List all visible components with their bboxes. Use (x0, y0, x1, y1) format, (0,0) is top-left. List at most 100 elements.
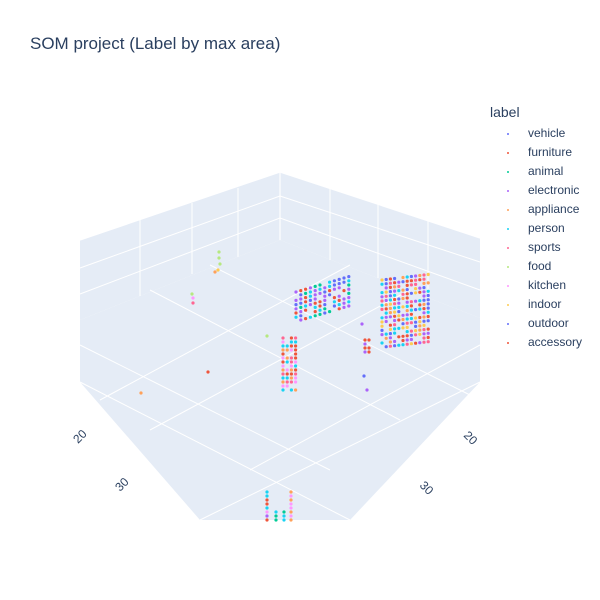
data-point (397, 326, 401, 330)
data-point (304, 317, 308, 321)
data-point (422, 307, 426, 311)
data-point (405, 313, 409, 317)
data-point (308, 298, 312, 302)
data-point (384, 294, 388, 298)
data-point (285, 348, 289, 352)
legend-marker (507, 304, 509, 306)
data-point (426, 293, 430, 298)
data-point (281, 368, 285, 372)
data-point (337, 303, 341, 307)
data-point (405, 321, 409, 325)
data-point (380, 295, 384, 299)
data-point (282, 514, 286, 518)
legend-item-indoor[interactable]: indoor (490, 297, 561, 316)
data-point (384, 311, 388, 315)
data-point (422, 286, 426, 290)
legend-item-food[interactable]: food (490, 259, 551, 278)
data-point (294, 340, 298, 344)
legend-item-animal[interactable]: animal (490, 164, 563, 183)
data-point (281, 364, 285, 368)
data-point (318, 304, 322, 308)
data-point (281, 356, 285, 360)
data-point (393, 281, 397, 285)
data-point (294, 352, 298, 356)
data-point (418, 307, 422, 311)
data-point (294, 290, 298, 294)
legend-item-vehicle[interactable]: vehicle (490, 126, 565, 145)
data-point (405, 300, 409, 304)
data-point (409, 316, 413, 321)
data-point (422, 340, 426, 344)
data-point (328, 284, 332, 288)
legend-item-sports[interactable]: sports (490, 240, 561, 259)
data-point (274, 518, 278, 522)
data-point (313, 284, 317, 288)
data-point (401, 288, 405, 292)
data-point (405, 342, 409, 346)
data-point (304, 308, 308, 312)
data-point (217, 250, 221, 254)
grid-line (99, 264, 351, 401)
data-point (304, 291, 308, 295)
legend-item-electronic[interactable]: electronic (490, 183, 579, 202)
data-point (328, 310, 332, 314)
data-point (289, 498, 293, 502)
data-point (313, 310, 317, 314)
legend-item-outdoor[interactable]: outdoor (490, 316, 569, 335)
data-point (342, 280, 346, 284)
data-point (414, 341, 418, 345)
data-point (285, 376, 289, 380)
data-point (289, 388, 293, 392)
data-point (332, 296, 336, 300)
data-point (405, 304, 409, 308)
data-point (384, 290, 388, 294)
data-point (299, 318, 303, 322)
legend-label: sports (528, 240, 561, 254)
data-point (380, 320, 384, 324)
legend-item-accessory[interactable]: accessory (490, 335, 582, 354)
legend-marker (507, 285, 509, 287)
data-point (418, 328, 422, 332)
data-point (405, 296, 409, 300)
data-point (304, 300, 308, 304)
legend-item-kitchen[interactable]: kitchen (490, 278, 566, 297)
legend-label: electronic (528, 183, 580, 197)
data-point (299, 305, 303, 309)
data-point (299, 314, 303, 318)
data-point (342, 289, 346, 293)
data-point (294, 388, 298, 392)
grid-line (279, 217, 481, 291)
data-point (289, 494, 293, 498)
data-point (289, 348, 293, 352)
data-point (347, 300, 351, 304)
data-point (418, 324, 422, 328)
legend-item-appliance[interactable]: appliance (490, 202, 579, 221)
data-point (418, 303, 422, 307)
data-point (414, 320, 418, 324)
data-point (409, 300, 413, 304)
data-point (380, 324, 384, 328)
data-point (405, 292, 409, 296)
data-point (426, 340, 430, 344)
data-point (285, 360, 289, 364)
data-point (384, 336, 388, 340)
data-point (332, 287, 336, 291)
legend-label: furniture (528, 145, 573, 159)
data-point (397, 305, 401, 309)
data-point (281, 360, 285, 364)
data-point (401, 326, 405, 330)
legend-item-furniture[interactable]: furniture (490, 145, 572, 164)
data-point (409, 283, 413, 287)
data-point (347, 291, 351, 295)
data-point (318, 308, 322, 312)
scene-3d[interactable]: 20 30 20 30 (70, 171, 481, 522)
data-point (318, 312, 322, 316)
data-point (393, 323, 397, 327)
data-point (426, 319, 430, 323)
legend-item-person[interactable]: person (490, 221, 565, 240)
data-point (299, 310, 303, 314)
data-point (380, 291, 384, 295)
data-point (405, 275, 409, 279)
axis-tick-label: 20 (70, 427, 90, 447)
legend-title: label (490, 104, 520, 120)
